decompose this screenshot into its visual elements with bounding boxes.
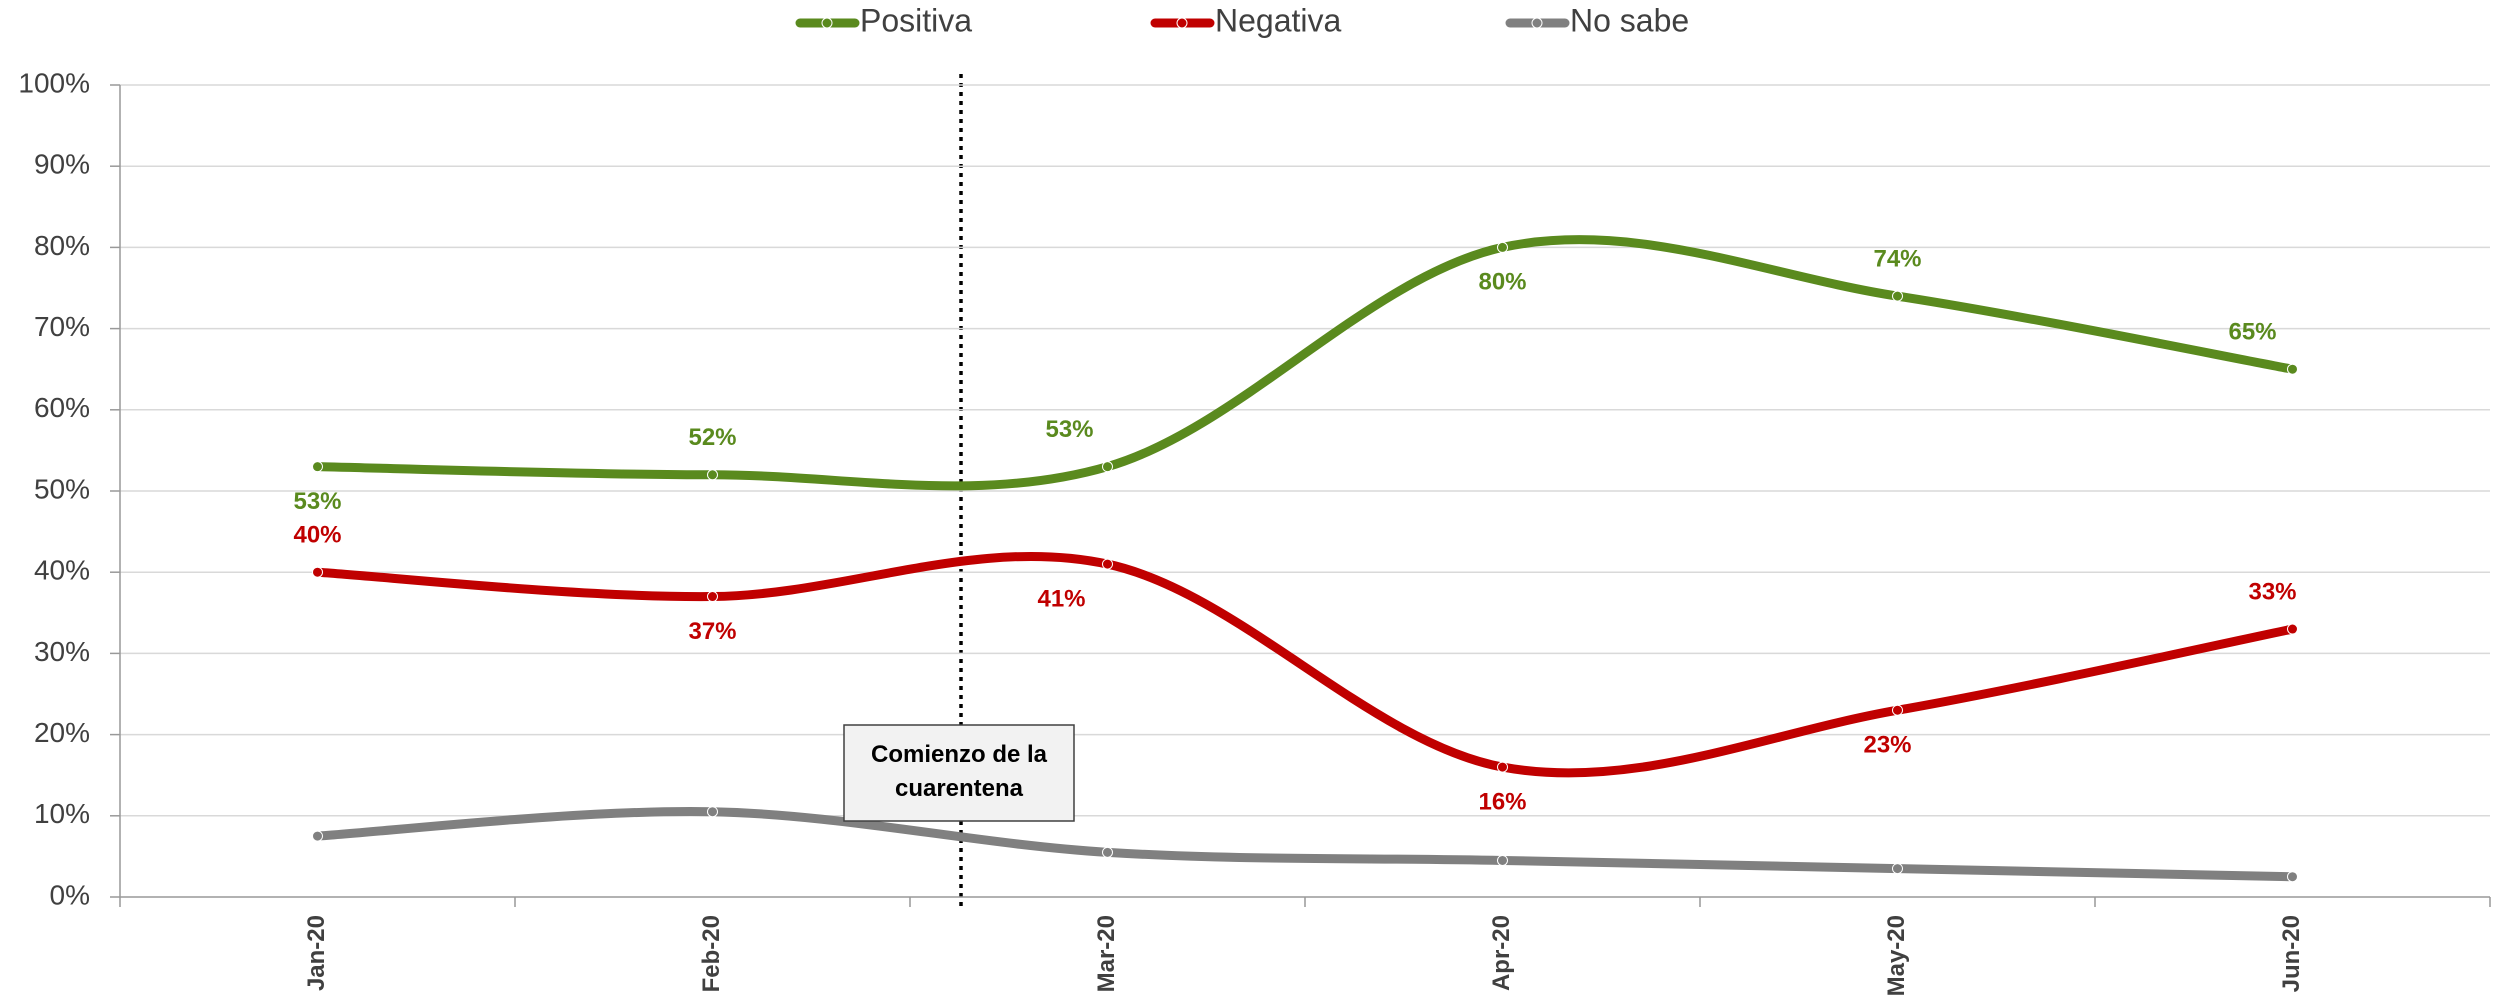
point: [1102, 558, 1113, 570]
annotation-box: [843, 724, 1075, 822]
y-tick-label: 80%: [34, 230, 90, 261]
y-tick-label: 20%: [34, 717, 90, 748]
point: [1497, 241, 1508, 253]
y-tick-label: 10%: [34, 798, 90, 829]
y-tick-label: 90%: [34, 149, 90, 180]
x-tick-label: Mar-20: [1093, 915, 1120, 992]
series-line: [313, 807, 2297, 882]
legend-marker: [1531, 17, 1543, 29]
point: [2287, 871, 2298, 883]
point: [1892, 290, 1903, 302]
point: [1892, 863, 1903, 875]
x-tick-label: Apr-20: [1488, 915, 1515, 991]
data-label: 80%: [1478, 269, 1526, 296]
y-tick-label: 50%: [34, 473, 90, 504]
point: [312, 830, 323, 842]
point: [1102, 461, 1113, 473]
data-label: 40%: [293, 522, 341, 549]
x-tick-label: Jun-20: [2278, 915, 2305, 992]
x-tick-label: Jan-20: [303, 915, 330, 991]
data-label: 23%: [1863, 732, 1911, 759]
point: [1497, 854, 1508, 866]
data-label: 37%: [688, 618, 736, 645]
y-tick-label: 0%: [50, 879, 90, 910]
point: [312, 566, 323, 578]
data-label: 53%: [293, 488, 341, 515]
point: [707, 806, 718, 818]
y-tick-label: 30%: [34, 636, 90, 667]
point: [1102, 846, 1113, 858]
data-label: 74%: [1873, 245, 1921, 272]
data-label: 16%: [1478, 788, 1526, 815]
legend-marker: [821, 17, 833, 29]
legend-label: Negativa: [1215, 2, 1342, 38]
annotation: Comienzo de la cuarentena: [871, 741, 1048, 802]
point: [1892, 704, 1903, 716]
data-label: 33%: [2248, 578, 2296, 605]
point: [1497, 761, 1508, 773]
legend-marker: [1176, 17, 1188, 29]
y-tick-label: 100%: [18, 67, 90, 98]
y-tick-label: 70%: [34, 311, 90, 342]
point: [2287, 623, 2298, 635]
point: [2287, 363, 2298, 375]
x-tick-label: May-20: [1883, 915, 1910, 996]
point: [707, 469, 718, 481]
annotation-line: Comienzo de la: [871, 741, 1048, 768]
data-label: 53%: [1045, 416, 1093, 443]
y-tick-label: 40%: [34, 555, 90, 586]
point: [312, 461, 323, 473]
x-tick-label: Feb-20: [698, 915, 725, 992]
annotation-line: cuarentena: [895, 775, 1024, 802]
legend-label: No sabe: [1570, 2, 1689, 38]
data-label: 41%: [1037, 585, 1085, 612]
data-label: 52%: [688, 424, 736, 451]
y-tick-label: 60%: [34, 392, 90, 423]
series-line: [313, 235, 2297, 491]
legend-label: Positiva: [860, 2, 972, 38]
data-label: 65%: [2228, 319, 2276, 346]
series-line: [313, 551, 2297, 778]
point: [707, 591, 718, 603]
